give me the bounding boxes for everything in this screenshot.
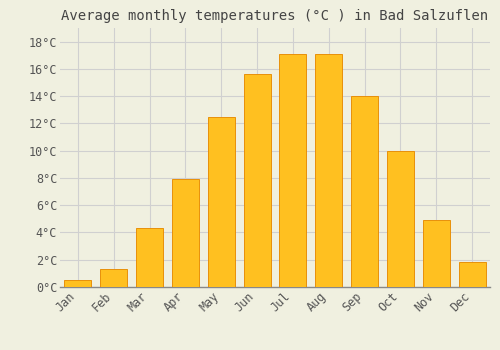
Bar xyxy=(172,179,199,287)
Bar xyxy=(244,74,270,287)
Bar xyxy=(423,220,450,287)
Bar xyxy=(64,280,92,287)
Bar xyxy=(136,229,163,287)
Bar xyxy=(458,262,485,287)
Bar xyxy=(351,96,378,287)
Bar xyxy=(100,269,127,287)
Bar xyxy=(208,117,234,287)
Bar xyxy=(280,54,306,287)
Title: Average monthly temperatures (°C ) in Bad Salzuflen: Average monthly temperatures (°C ) in Ba… xyxy=(62,9,488,23)
Bar xyxy=(316,54,342,287)
Bar xyxy=(387,151,414,287)
